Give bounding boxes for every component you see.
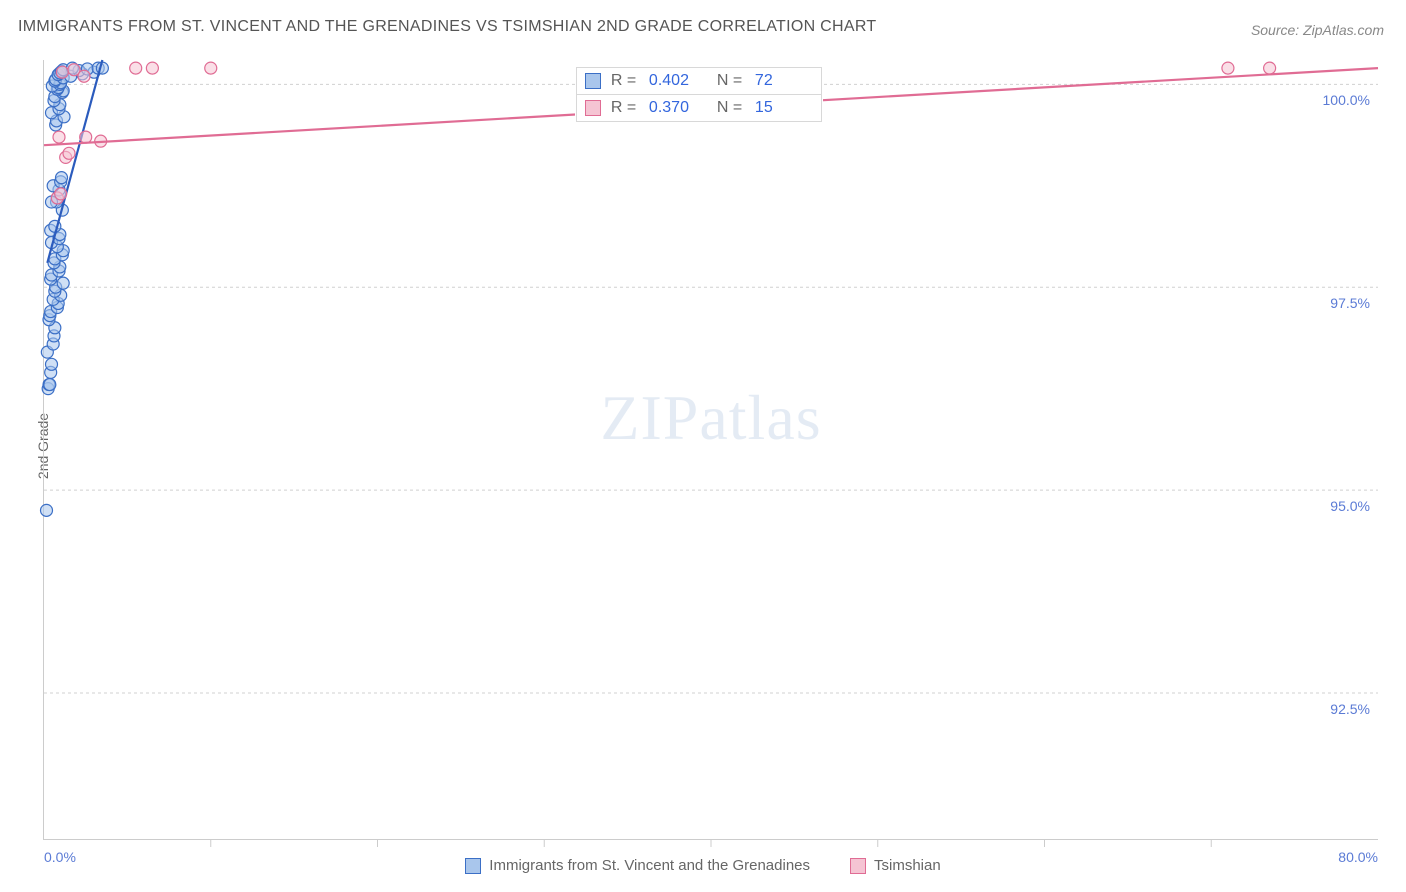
stat-n2-value: 15 (755, 99, 813, 117)
legend-item-1: Immigrants from St. Vincent and the Gren… (465, 857, 810, 874)
scatter-point (53, 131, 65, 143)
chart-title: IMMIGRANTS FROM ST. VINCENT AND THE GREN… (18, 18, 877, 36)
ytick-label: 92.5% (1330, 701, 1370, 717)
legend-swatch-2 (850, 858, 866, 874)
stat-n-label: N = (717, 72, 745, 90)
x-axis-legend: Immigrants from St. Vincent and the Gren… (0, 857, 1406, 874)
stat-n-label2: N = (717, 99, 745, 117)
scatter-point (78, 70, 90, 82)
stat-r2-value: 0.370 (649, 99, 707, 117)
scatter-point (55, 188, 67, 200)
swatch-series-1 (585, 73, 601, 89)
chart-svg (44, 60, 1378, 839)
scatter-point (46, 358, 58, 370)
ytick-label: 95.0% (1330, 498, 1370, 514)
plot-area: ZIPatlas R = 0.402 N = 72 R = 0.370 N = … (43, 60, 1378, 840)
legend-label-1: Immigrants from St. Vincent and the Gren… (489, 857, 810, 874)
scatter-point (41, 504, 53, 516)
ytick-label: 97.5% (1330, 295, 1370, 311)
legend-label-2: Tsimshian (874, 857, 941, 874)
scatter-point (56, 172, 68, 184)
scatter-point (44, 379, 56, 391)
scatter-point (1222, 62, 1234, 74)
scatter-point (56, 66, 68, 78)
chart-source: Source: ZipAtlas.com (1251, 22, 1384, 38)
ytick-label: 100.0% (1323, 92, 1370, 108)
stat-r-label: R = (611, 72, 639, 90)
scatter-point (1264, 62, 1276, 74)
stats-row-2: R = 0.370 N = 15 (576, 94, 822, 122)
scatter-point (57, 277, 69, 289)
scatter-point (130, 62, 142, 74)
stat-r-label2: R = (611, 99, 639, 117)
stats-box: R = 0.402 N = 72 R = 0.370 N = 15 (575, 66, 823, 123)
stat-n1-value: 72 (755, 72, 813, 90)
stats-row-1: R = 0.402 N = 72 (576, 67, 822, 94)
legend-swatch-1 (465, 858, 481, 874)
legend-item-2: Tsimshian (850, 857, 941, 874)
scatter-point (63, 147, 75, 159)
stat-r1-value: 0.402 (649, 72, 707, 90)
swatch-series-2 (585, 100, 601, 116)
scatter-point (80, 131, 92, 143)
scatter-point (205, 62, 217, 74)
scatter-point (146, 62, 158, 74)
